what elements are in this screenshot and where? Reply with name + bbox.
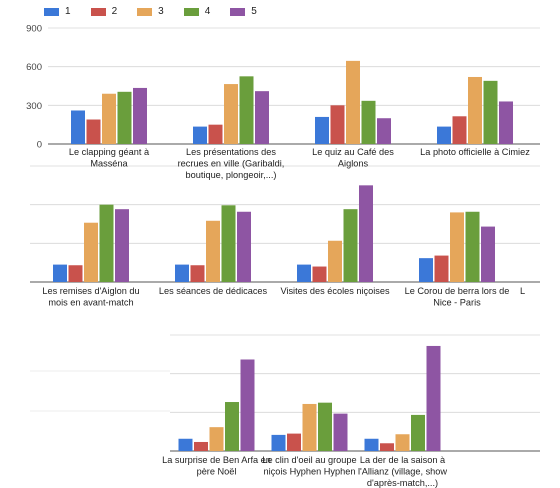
bar-3-cat-11 [395,434,410,451]
legend-swatch-2 [90,7,106,16]
x-tick-label: Les remises d'Aiglon du [42,286,139,296]
bar-1-cat-2 [193,126,207,144]
bar-2-cat-6 [190,265,205,282]
bar-5-cat-6 [237,211,251,282]
legend-label-2: 2 [111,6,118,17]
bar-4-cat-7 [343,209,358,282]
x-tick-label: Visites des écoles niçoises [280,286,390,296]
legend: 1 2 3 4 5 [44,6,257,17]
bar-2-cat-2 [208,124,223,144]
bar-5-cat-9 [240,359,255,451]
bar-4-cat-5 [99,204,114,282]
x-tick-label: l'Allianz (village, show [358,467,447,477]
stray-label: L [520,286,525,296]
x-tick-label: La surprise de Ben Arfa en [162,455,271,465]
x-tick-label: La photo officielle à Cimiez [420,147,530,157]
bar-5-cat-5 [115,209,129,282]
x-tick-label: Les séances de dédicaces [159,286,268,296]
legend-item-1[interactable]: 1 [44,6,71,17]
legend-swatch-3 [137,7,153,16]
bar-5-cat-1 [133,87,147,144]
bar-3-cat-3 [346,60,360,144]
bar-1-cat-10 [271,434,286,451]
y-tick-label: 300 [26,101,42,112]
bar-4-cat-1 [117,91,132,144]
bar-5-cat-3 [377,118,391,144]
bar-3-cat-8 [450,212,464,282]
legend-label-5: 5 [251,6,257,17]
bar-1-cat-6 [175,264,189,282]
bar-3-cat-9 [209,427,224,451]
bar-4-cat-11 [411,414,425,451]
bar-4-cat-10 [318,402,332,451]
x-tick-label: père Noël [197,467,237,477]
legend-swatch-1 [44,7,59,16]
bar-5-cat-2 [255,91,269,144]
bar-4-cat-3 [361,100,376,144]
bar-5-cat-7 [359,185,373,282]
legend-item-3[interactable]: 3 [137,6,164,17]
bar-3-cat-2 [224,84,238,144]
bar-2-cat-11 [380,443,394,451]
bar-3-cat-7 [328,240,342,282]
bar-3-cat-4 [468,76,482,144]
bar-1-cat-4 [437,126,451,144]
bar-1-cat-7 [297,264,311,282]
bar-1-cat-11 [364,438,379,451]
x-tick-label: Masséna [90,159,128,169]
y-tick-label: 0 [37,140,42,151]
legend-item-2[interactable]: 2 [90,6,118,17]
bar-1-cat-8 [419,258,433,282]
bar-3-cat-1 [102,93,116,144]
x-tick-label: Le clapping géant à [69,147,150,157]
legend-swatch-4 [183,7,199,16]
bar-1-cat-3 [315,116,329,144]
bar-1-cat-9 [178,438,193,451]
legend-item-5[interactable]: 5 [230,6,257,17]
bar-2-cat-10 [287,433,301,451]
bar-5-cat-11 [426,345,441,451]
x-tick-label: Le clin d'oeil au groupe [262,455,356,465]
bar-2-cat-4 [452,116,467,144]
bar-4-cat-8 [465,211,480,282]
y-tick-label: 600 [26,62,42,73]
bar-2-cat-8 [434,255,449,282]
legend-label-1: 1 [65,6,71,17]
bar-5-cat-10 [333,413,348,451]
bar-4-cat-6 [221,205,236,282]
bar-2-cat-1 [86,119,101,144]
bar-4-cat-9 [225,402,239,451]
bar-2-cat-7 [312,266,327,282]
bar-1-cat-5 [53,264,67,282]
x-tick-label: Aiglons [338,159,369,169]
x-tick-label: Les présentations des [186,147,276,157]
x-tick-label: d'après-match,...) [367,478,438,488]
x-tick-label: recrues en ville (Garibaldi, [178,159,285,169]
bar-2-cat-5 [68,265,83,282]
bar-5-cat-8 [481,226,495,282]
bar-4-cat-4 [483,80,498,144]
bar-3-cat-6 [206,220,220,282]
bar-1-cat-1 [71,110,85,144]
x-tick-label: Le Corou de berra lors de [405,286,510,296]
bar-2-cat-3 [330,105,345,144]
x-tick-label: La der de la saison à [360,455,446,465]
bar-2-cat-9 [194,441,208,451]
x-tick-label: boutique, plongeoir,...) [186,170,277,180]
x-tick-label: Nice - Paris [433,298,481,308]
y-tick-label: 900 [26,24,42,35]
x-tick-label: Le quiz au Café des [312,147,394,157]
x-tick-label: mois en avant-match [48,298,133,308]
x-tick-label: niçois Hyphen Hyphen [264,467,356,477]
bar-3-cat-5 [84,222,98,282]
legend-swatch-5 [230,7,246,16]
bar-4-cat-2 [239,76,254,144]
legend-label-4: 4 [204,6,211,17]
legend-label-3: 3 [158,6,164,17]
legend-item-4[interactable]: 4 [183,6,211,17]
bar-5-cat-4 [499,101,513,144]
bar-3-cat-10 [302,403,317,451]
